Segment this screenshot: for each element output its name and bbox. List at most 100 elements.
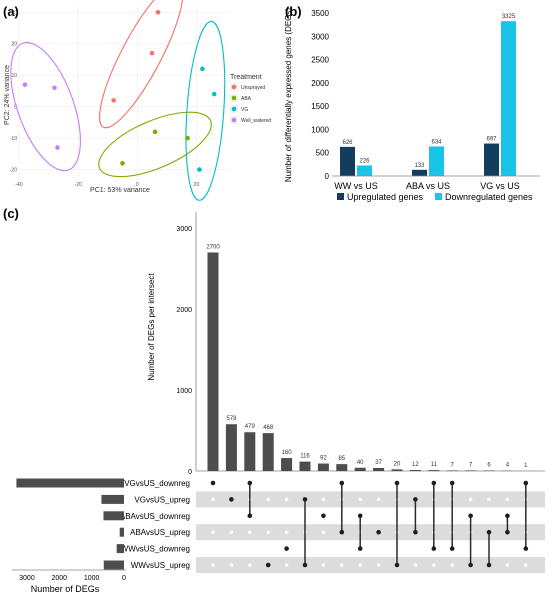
pca-y-tick-label: 10 <box>11 73 17 79</box>
upset-matrix-dot-filled <box>302 497 308 502</box>
deg-y-tick-label: 0 <box>325 172 330 181</box>
pca-legend-label: Well_watered <box>241 118 271 124</box>
upset-matrix-dot-empty <box>211 563 215 567</box>
deg-bar <box>357 165 372 176</box>
upset-matrix-dot-empty <box>229 546 234 551</box>
upset-matrix-dot-empty <box>266 514 271 518</box>
upset-matrix-dot-empty <box>321 497 326 502</box>
upset-bar-value: 2700 <box>206 244 220 250</box>
upset-set-size-bar <box>116 544 124 554</box>
pca-x-tick-label: -20 <box>75 182 82 188</box>
upset-y-ticks: 0 1000 2000 3000 <box>176 226 192 476</box>
upset-y-tick-label: 0 <box>188 469 192 476</box>
upset-intersection-bar <box>336 464 348 471</box>
upset-matrix-dot-empty <box>266 546 271 551</box>
deg-y-tick-label: 3000 <box>311 32 329 41</box>
upset-matrix-dot-empty <box>321 546 326 551</box>
upset-matrix-dot-empty <box>229 563 234 567</box>
upset-matrix-dot-empty <box>266 530 271 534</box>
upset-bar-value: 40 <box>357 460 364 466</box>
deg-legend-swatch <box>435 193 442 200</box>
deg-bar-value: 3325 <box>502 14 516 20</box>
upset-set-size-tick: 2000 <box>52 575 68 582</box>
upset-intersection-bar <box>262 433 274 471</box>
upset-matrix-dot-empty <box>376 514 381 518</box>
upset-set-size-bar <box>101 494 124 504</box>
upset-matrix-dot-filled <box>321 513 326 519</box>
pca-point <box>111 98 116 103</box>
upset-matrix-dot-empty <box>487 497 491 502</box>
pca-plot-background <box>19 6 229 179</box>
panel-label-b: (b) <box>285 4 302 19</box>
pca-x-ticks: -40 -20 0 20 <box>15 182 199 188</box>
upset-set-name: VGvsUS_downreg <box>124 479 190 488</box>
deg-bars: 626 226 133 634 697 3325 <box>340 14 516 177</box>
upset-set-size-bars <box>16 478 125 570</box>
pca-ellipse <box>10 42 81 172</box>
deg-bar <box>412 169 427 176</box>
upset-intersection-bar <box>244 432 256 471</box>
upset-set-size-tick: 3000 <box>19 575 35 582</box>
pca-y-axis-label: PC2: 24% variance <box>4 65 11 125</box>
pca-y-tick-label: 0 <box>14 105 17 111</box>
deg-y-ticks: 0 500 1000 1500 2000 2500 3000 3500 <box>311 9 329 181</box>
upset-matrix-dot-empty <box>284 497 289 502</box>
upset-matrix-stripe <box>196 557 545 573</box>
upset-matrix-dot-filled <box>413 529 418 535</box>
upset-matrix-dot-empty <box>211 497 215 502</box>
deg-bar <box>429 146 444 176</box>
deg-y-tick-label: 500 <box>316 149 330 158</box>
upset-matrix-dot-filled <box>394 562 400 568</box>
upset-intersection-bar <box>373 468 385 471</box>
upset-set-name: WWvsUS_upreg <box>131 561 190 570</box>
upset-matrix-dot-empty <box>340 546 344 551</box>
panel-label-a: (a) <box>3 4 19 19</box>
upset-matrix-dot-empty <box>284 514 289 518</box>
upset-matrix-dot-empty <box>321 481 326 485</box>
upset-matrix-dot-empty <box>284 563 289 567</box>
upset-matrix-dot-empty <box>284 530 289 534</box>
upset-matrix-dot-empty <box>266 497 271 502</box>
upset-set-size-label: Number of DEGs <box>31 584 100 594</box>
upset-bar-value: 1 <box>524 463 528 469</box>
upset-matrix-dot-empty <box>229 481 234 485</box>
upset-set-name: VGvsUS_upreg <box>134 495 190 504</box>
deg-bar-value: 133 <box>414 163 425 169</box>
upset-matrix-dot-filled <box>468 513 473 519</box>
upset-matrix-dot-empty <box>487 481 491 485</box>
deg-x-tick-label: WW vs US <box>334 181 378 191</box>
upset-y-tick-label: 2000 <box>176 307 192 314</box>
upset-bar-value: 578 <box>226 416 237 422</box>
deg-legend-label: Upregulated genes <box>347 192 424 202</box>
upset-matrix-dot-empty <box>340 563 344 567</box>
upset-matrix-dot-filled <box>431 480 437 486</box>
deg-x-tick-label: ABA vs US <box>406 181 450 191</box>
upset-intersection-bar <box>299 461 311 471</box>
upset-matrix-dot-empty <box>211 530 215 534</box>
upset-matrix-dot-empty <box>413 546 418 551</box>
upset-matrix-dot-empty <box>248 530 252 534</box>
pca-legend-title: Treatment <box>230 74 262 81</box>
upset-intersection-bars: 2700 578 479 468 160 116 92 85 40 37 20 12 11 7 7 6 4 1 <box>206 244 532 471</box>
pca-point <box>185 135 190 141</box>
deg-y-tick-label: 2000 <box>311 79 329 88</box>
upset-matrix-dot-empty <box>248 546 252 551</box>
pca-legend: Treatment Unsprayed ABA VG Well_watered <box>230 74 271 124</box>
pca-point <box>197 167 202 172</box>
upset-y-tick-label: 3000 <box>176 226 192 233</box>
upset-matrix-dot-filled <box>413 497 418 502</box>
upset-matrix-dot-empty <box>229 514 234 518</box>
deg-legend-swatch <box>337 193 344 200</box>
pca-legend-marker <box>231 106 237 112</box>
upset-matrix-dot-filled <box>523 480 529 486</box>
upset-set-size-tick: 0 <box>122 575 126 582</box>
upset-matrix-dot-empty <box>432 563 436 567</box>
upset-matrix-dot-empty <box>505 563 510 567</box>
pca-point <box>211 91 217 97</box>
upset-set-size-bar <box>16 478 125 488</box>
pca-point <box>22 82 28 87</box>
deg-y-tick-label: 3500 <box>311 9 329 18</box>
pca-x-tick-label: 0 <box>136 182 139 188</box>
upset-set-size-ticks: 3000 2000 1000 0 <box>19 575 126 582</box>
